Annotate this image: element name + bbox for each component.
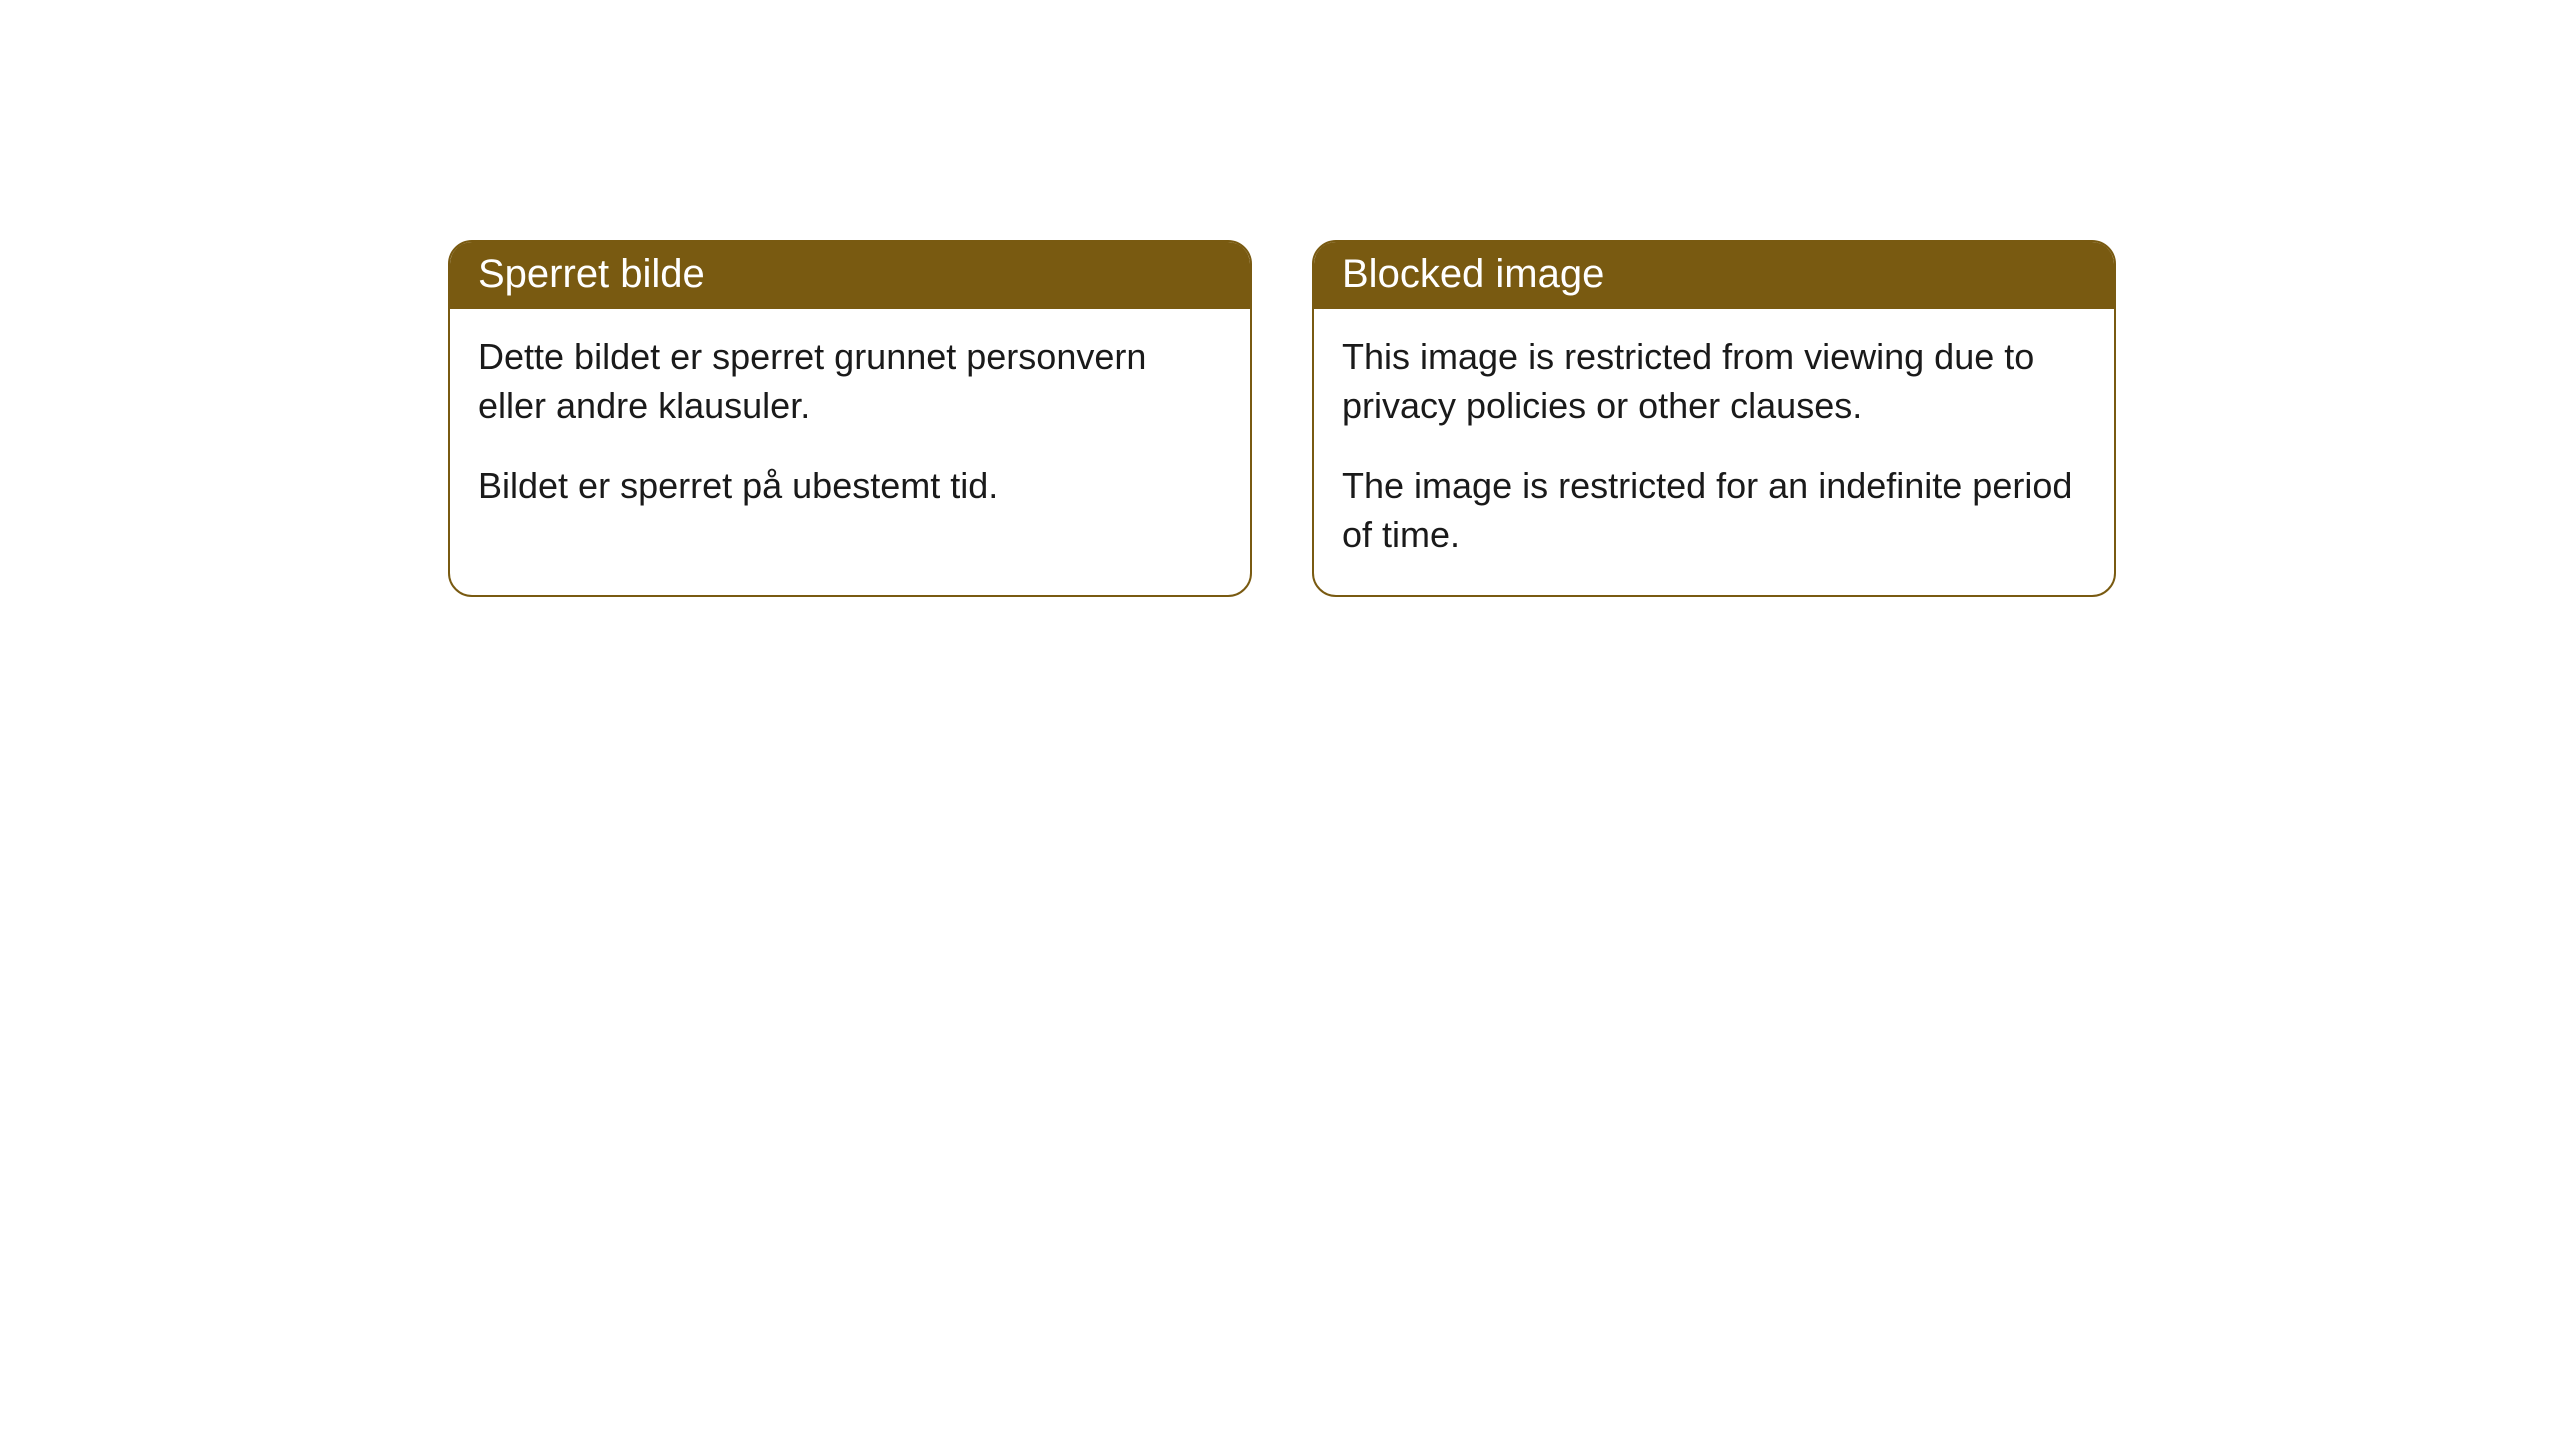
- notice-title: Blocked image: [1342, 252, 1604, 296]
- notice-paragraph: The image is restricted for an indefinit…: [1342, 462, 2086, 559]
- notice-title: Sperret bilde: [478, 252, 705, 296]
- notice-card-norwegian: Sperret bilde Dette bildet er sperret gr…: [448, 240, 1252, 597]
- notice-header: Blocked image: [1314, 242, 2114, 309]
- notice-container: Sperret bilde Dette bildet er sperret gr…: [0, 0, 2560, 597]
- notice-header: Sperret bilde: [450, 242, 1250, 309]
- notice-body: Dette bildet er sperret grunnet personve…: [450, 309, 1250, 547]
- notice-paragraph: Bildet er sperret på ubestemt tid.: [478, 462, 1222, 511]
- notice-paragraph: This image is restricted from viewing du…: [1342, 333, 2086, 430]
- notice-paragraph: Dette bildet er sperret grunnet personve…: [478, 333, 1222, 430]
- notice-body: This image is restricted from viewing du…: [1314, 309, 2114, 595]
- notice-card-english: Blocked image This image is restricted f…: [1312, 240, 2116, 597]
